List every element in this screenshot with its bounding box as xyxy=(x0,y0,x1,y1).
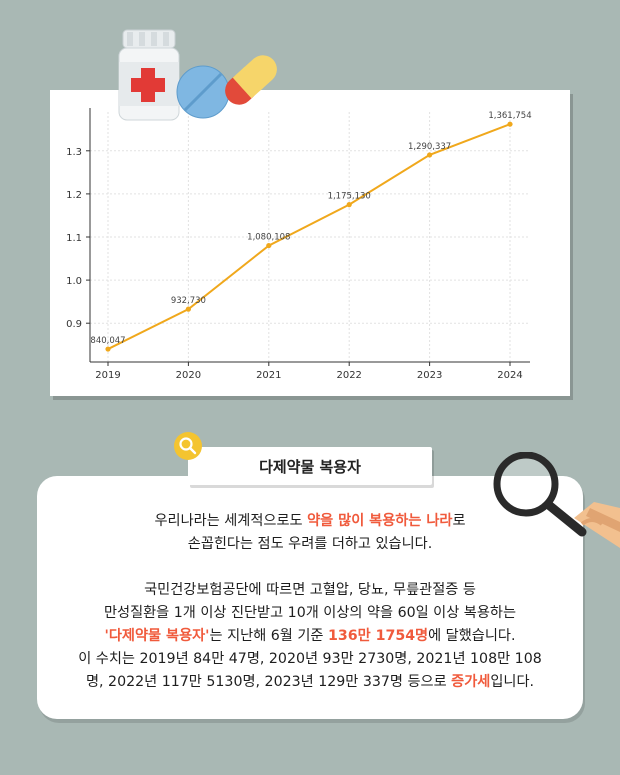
y-tick-label: 1.3 xyxy=(66,147,82,158)
p2-line5-highlight: 증가세 xyxy=(451,674,491,690)
description-text: 우리나라는 세계적으로도 약을 많이 복용하는 나라로 손꼽힌다는 점도 우려를… xyxy=(37,510,583,717)
section-title: 다제약물 복용자 xyxy=(188,447,432,485)
p2-line2: 만성질환을 1개 이상 진단받고 10개 이상의 약을 60일 이상 복용하는 xyxy=(103,605,517,621)
paragraph-2: 국민건강보험공단에 따르면 고혈압, 당뇨, 무릎관절증 등 만성질환을 1개 … xyxy=(37,579,583,694)
p1-line1-pre: 우리나라는 세계적으로도 xyxy=(154,513,308,529)
data-point xyxy=(346,202,352,208)
data-point xyxy=(185,306,191,312)
y-tick-label: 1.1 xyxy=(66,233,82,244)
data-point xyxy=(266,242,272,249)
p2-line5-pre: 명, 2022년 117만 5130명, 2023년 129만 337명 등으로 xyxy=(85,674,452,690)
medicine-bottle-icon xyxy=(118,29,180,121)
x-tick-label: 2020 xyxy=(176,370,201,381)
description-card: 우리나라는 세계적으로도 약을 많이 복용하는 나라로 손꼽힌다는 점도 우려를… xyxy=(37,476,583,719)
data-point xyxy=(105,346,111,352)
data-label: 1,290,337 xyxy=(408,142,451,152)
data-point xyxy=(427,152,433,158)
p1-line2: 손꼽힌다는 점도 우려를 더하고 있습니다. xyxy=(187,536,433,552)
p2-line3-highlight-2: 136만 1754명 xyxy=(327,628,429,644)
y-tick-label: 1.0 xyxy=(66,276,82,287)
y-tick-label: 0.9 xyxy=(66,319,82,330)
data-label: 932,730 xyxy=(171,296,206,306)
x-tick-label: 2024 xyxy=(497,370,522,381)
p2-line3-highlight-1: '다제약물 복용자' xyxy=(104,628,210,644)
search-icon xyxy=(173,431,203,465)
paragraph-1: 우리나라는 세계적으로도 약을 많이 복용하는 나라로 손꼽힌다는 점도 우려를… xyxy=(37,510,583,556)
magnifying-glass-icon xyxy=(493,452,620,548)
medicine-decoration xyxy=(118,29,277,121)
capsule-icon xyxy=(225,55,277,105)
line-chart: 0.9 1.0 1.1 1.2 1.3 2019 2020 2021 2022 2023 2024 8… xyxy=(66,108,532,381)
x-tick-label: 2021 xyxy=(256,370,281,381)
chart-card: 0.9 1.0 1.1 1.2 1.3 2019 2020 2021 2022 2023 2024 8… xyxy=(50,90,570,396)
p2-line3-post: 에 달했습니다. xyxy=(428,628,516,644)
p1-line1-highlight: 약을 많이 복용하는 나라 xyxy=(307,513,453,529)
data-label: 1,080,108 xyxy=(247,233,290,243)
p2-line3-mid: 는 지난해 6월 기준 xyxy=(209,628,328,644)
data-label: 840,047 xyxy=(90,336,125,346)
data-point xyxy=(507,121,513,127)
x-tick-label: 2023 xyxy=(417,370,442,381)
series-line xyxy=(107,123,511,350)
p2-line4: 이 수치는 2019년 84만 47명, 2020년 93만 2730명, 20… xyxy=(78,651,542,667)
data-label: 1,361,754 xyxy=(488,111,531,121)
y-tick-label: 1.2 xyxy=(66,190,82,201)
data-label: 1,175,130 xyxy=(328,192,371,202)
x-tick-label: 2022 xyxy=(336,370,361,381)
p2-line1: 국민건강보험공단에 따르면 고혈압, 당뇨, 무릎관절증 등 xyxy=(144,582,476,598)
pill-tablet-icon xyxy=(176,65,230,119)
p2-line5-post: 입니다. xyxy=(490,674,535,690)
x-tick-label: 2019 xyxy=(95,370,120,381)
p1-line1-post: 로 xyxy=(452,513,466,529)
